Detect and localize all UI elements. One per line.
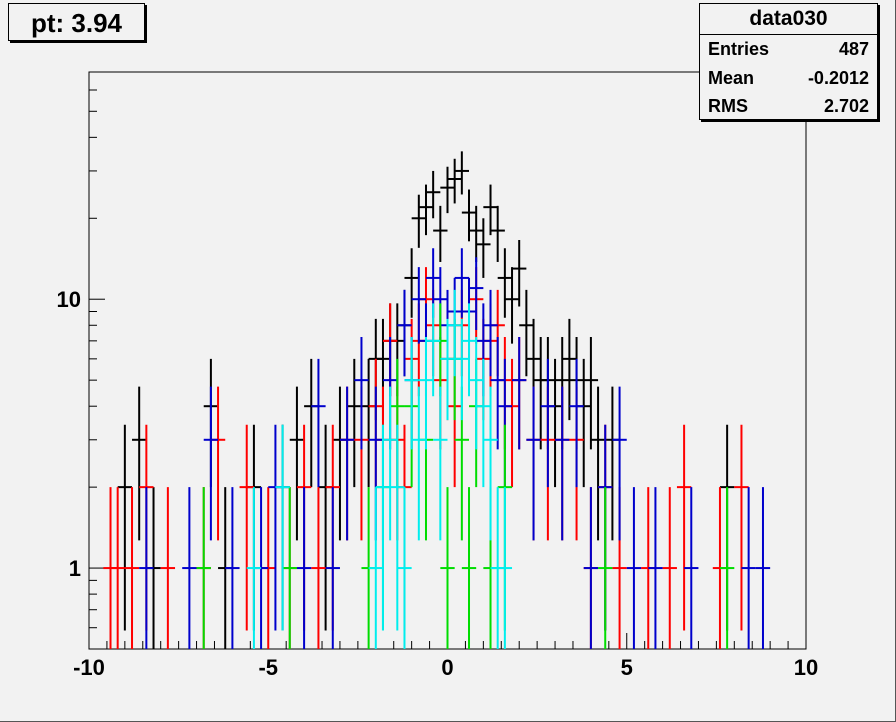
x-tick-label: -5	[258, 655, 278, 680]
x-tick-label: 5	[621, 655, 633, 680]
stats-label: RMS	[708, 96, 748, 117]
stats-label: Entries	[708, 39, 770, 59]
x-tick-label: 10	[794, 655, 818, 680]
stats-row-rms: RMS 2.702	[700, 92, 877, 121]
pt-label-text: pt: 3.94	[30, 8, 123, 38]
stats-row-entries: Entries 487	[700, 35, 877, 64]
y-tick-label: 1	[69, 556, 81, 581]
stats-value: 2.702	[823, 96, 869, 117]
pt-label-box: pt: 3.94	[8, 3, 145, 41]
x-tick-label: -10	[73, 655, 105, 680]
stats-box: data030 Entries 487 Mean -0.2012 RMS 2.7…	[699, 3, 878, 120]
y-tick-label: 10	[57, 287, 81, 312]
stats-value: -0.2012	[807, 67, 869, 88]
stats-value: 487	[838, 39, 869, 59]
stats-row-mean: Mean -0.2012	[700, 64, 877, 93]
stats-title: data030	[700, 4, 877, 35]
x-tick-label: 0	[441, 655, 453, 680]
stats-label: Mean	[708, 67, 755, 88]
